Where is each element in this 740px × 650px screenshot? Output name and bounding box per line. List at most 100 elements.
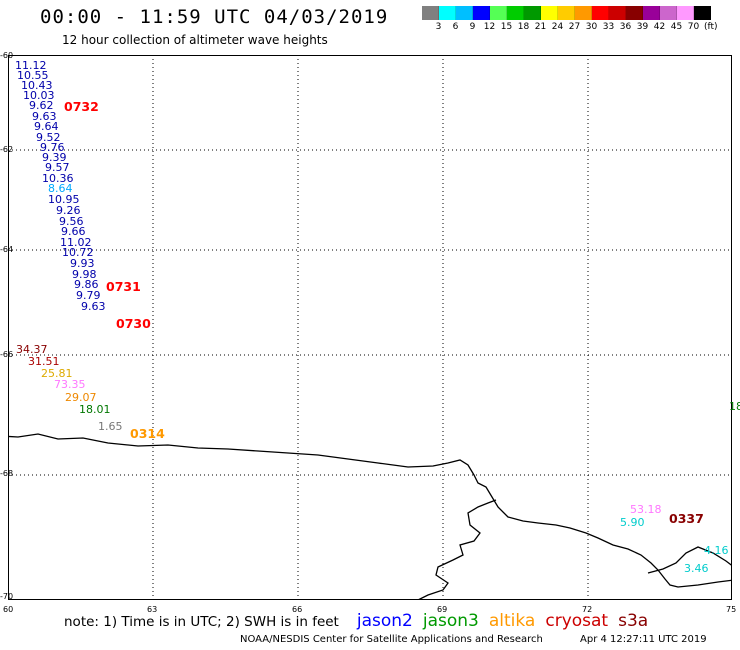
wave-height-value: 9.56 bbox=[59, 215, 84, 228]
map-area: -60 -62 -64 -66 -68 -70 60 63 66 69 72 7… bbox=[0, 51, 740, 614]
wave-height-value: 10.36 bbox=[42, 172, 74, 185]
wave-height-value: 9.93 bbox=[70, 257, 95, 270]
wave-height-value: 10.95 bbox=[48, 193, 80, 206]
legend-swatch bbox=[660, 6, 677, 20]
lat-label: -62 bbox=[0, 145, 14, 154]
wave-height-value: 9.64 bbox=[34, 120, 59, 133]
legend-value-label: 33 bbox=[602, 22, 615, 32]
wave-height-value: 9.86 bbox=[74, 278, 99, 291]
lat-label: -60 bbox=[0, 51, 14, 60]
pass-time-label: 0337 bbox=[669, 511, 704, 526]
satellite-name-s3a: s3a bbox=[618, 611, 649, 631]
legend-value-label: 6 bbox=[452, 22, 459, 32]
wave-height-value: 9.26 bbox=[56, 204, 81, 217]
wave-height-value: 9.66 bbox=[61, 225, 86, 238]
wave-height-value: 9.76 bbox=[40, 141, 65, 154]
legend-value-label: 18 bbox=[517, 22, 530, 32]
map-canvas bbox=[8, 55, 732, 600]
wave-height-value: 9.79 bbox=[76, 289, 101, 302]
map-border bbox=[8, 55, 732, 600]
legend-value-label: 9 bbox=[469, 22, 476, 32]
legend-value-label: 70 bbox=[687, 22, 700, 32]
wave-height-value: 29.07 bbox=[65, 391, 97, 404]
wave-height-value: 10.72 bbox=[62, 246, 94, 259]
legend-swatch bbox=[677, 6, 694, 20]
wave-height-value: 53.18 bbox=[630, 503, 662, 516]
satellite-name-altika: altika bbox=[488, 611, 536, 631]
legend-swatch bbox=[439, 6, 456, 20]
legend-value-label: 24 bbox=[551, 22, 564, 32]
legend-swatch bbox=[592, 6, 609, 20]
wave-height-value: 34.37 bbox=[16, 343, 48, 356]
wave-height-value: 9.39 bbox=[42, 151, 67, 164]
lat-label: -70 bbox=[0, 592, 14, 601]
wave-height-value: 18 bbox=[729, 400, 740, 413]
wave-height-value: 73.35 bbox=[54, 378, 86, 391]
credit-text: NOAA/NESDIS Center for Satellite Applica… bbox=[240, 634, 543, 645]
legend-swatch bbox=[626, 6, 643, 20]
satellite-legend: jason2 jason3 altika cryosat s3a bbox=[357, 611, 658, 631]
wave-height-value: 9.52 bbox=[36, 131, 61, 144]
color-legend bbox=[422, 6, 711, 20]
wave-height-value: 10.03 bbox=[23, 89, 55, 102]
legend-value-label: 27 bbox=[568, 22, 581, 32]
legend-value-label: 36 bbox=[619, 22, 632, 32]
satellite-name-cryosat: cryosat bbox=[545, 611, 609, 631]
wave-height-value: 8.64 bbox=[48, 182, 73, 195]
pass-time-label: 0732 bbox=[64, 99, 99, 114]
wave-height-value: 9.63 bbox=[81, 300, 106, 313]
legend-swatch bbox=[507, 6, 524, 20]
wave-height-value: 11.12 bbox=[15, 59, 47, 72]
legend-value-label: 30 bbox=[585, 22, 598, 32]
wave-height-value: 4.16 bbox=[704, 544, 729, 557]
wave-height-value: 9.98 bbox=[72, 268, 97, 281]
legend-swatch bbox=[541, 6, 558, 20]
legend-value-label: 3 bbox=[435, 22, 442, 32]
legend-value-label: 12 bbox=[483, 22, 496, 32]
wave-height-value: 10.43 bbox=[21, 79, 53, 92]
legend-swatch bbox=[609, 6, 626, 20]
legend-swatch bbox=[490, 6, 507, 20]
lon-label: 60 bbox=[3, 605, 14, 614]
wave-height-value: 9.57 bbox=[45, 161, 70, 174]
legend-value-label: 42 bbox=[653, 22, 666, 32]
wave-height-value: 1.65 bbox=[98, 420, 123, 433]
legend-value-label: 15 bbox=[500, 22, 513, 32]
graticule bbox=[8, 55, 732, 600]
satellite-name-jason2: jason2 bbox=[356, 611, 413, 631]
wave-height-value: 31.51 bbox=[28, 355, 60, 368]
lon-label: 72 bbox=[582, 605, 593, 614]
wave-height-value: 9.63 bbox=[32, 110, 57, 123]
page-subtitle: 12 hour collection of altimeter wave hei… bbox=[62, 33, 328, 47]
wave-height-value: 3.46 bbox=[684, 562, 709, 575]
pass-time-label: 0731 bbox=[106, 279, 141, 294]
legend-value-label: 45 bbox=[670, 22, 683, 32]
wave-height-value: 25.81 bbox=[41, 367, 73, 380]
lon-label: 69 bbox=[437, 605, 448, 614]
lat-label: -68 bbox=[0, 469, 14, 478]
coastline bbox=[8, 433, 732, 600]
legend-unit-label: (ft) bbox=[704, 22, 718, 32]
lon-label: 66 bbox=[292, 605, 303, 614]
wave-height-value: 10.55 bbox=[17, 69, 49, 82]
wave-height-value: 18.01 bbox=[79, 403, 111, 416]
legend-swatch bbox=[575, 6, 592, 20]
wave-height-value: 9.62 bbox=[29, 99, 54, 112]
legend-swatch bbox=[524, 6, 541, 20]
legend-swatch bbox=[456, 6, 473, 20]
legend-value-label: 39 bbox=[636, 22, 649, 32]
legend-swatch bbox=[422, 6, 439, 20]
legend-swatch bbox=[558, 6, 575, 20]
lon-label: 63 bbox=[147, 605, 158, 614]
lat-label: -66 bbox=[0, 350, 14, 359]
wave-height-value: 5.90 bbox=[620, 516, 645, 529]
page-title: 00:00 - 11:59 UTC 04/03/2019 bbox=[40, 6, 389, 28]
pass-time-label: 0730 bbox=[116, 316, 151, 331]
generated-timestamp: Apr 4 12:27:11 UTC 2019 bbox=[580, 634, 707, 645]
wave-height-value: 11.02 bbox=[60, 236, 92, 249]
legend-swatch bbox=[473, 6, 490, 20]
satellite-name-jason3: jason3 bbox=[422, 611, 479, 631]
legend-swatch bbox=[694, 6, 711, 20]
legend-note: note: 1) Time is in UTC; 2) SWH is in fe… bbox=[64, 611, 658, 631]
